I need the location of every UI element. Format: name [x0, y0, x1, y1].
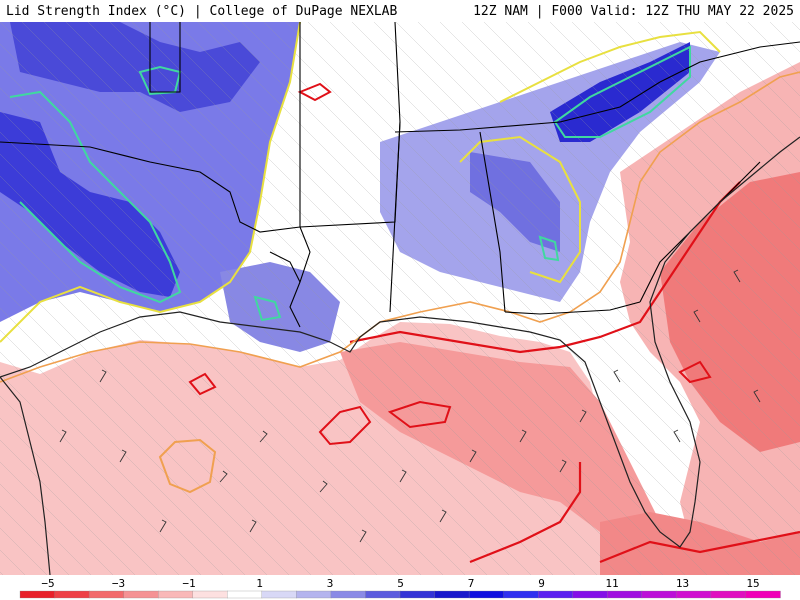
- scale-swatch: [538, 590, 574, 599]
- scale-bar: [19, 590, 781, 599]
- scale-swatch: [676, 590, 712, 599]
- green-contour-oklahoma: [138, 65, 182, 96]
- scale-swatch: [745, 590, 781, 599]
- gulf-coastline: [0, 136, 800, 548]
- scale-swatch: [88, 590, 125, 599]
- green-contour-texas: [9, 90, 182, 304]
- scale-swatch: [434, 590, 470, 599]
- texas-coastline: [0, 376, 51, 575]
- scale-swatch: [641, 590, 678, 599]
- red-contour-blob2: [387, 400, 452, 429]
- scale-swatch: [123, 590, 159, 599]
- scale-tick-label: 13: [676, 577, 689, 590]
- scale-tick-labels: −5 −3 −1 1 3 5 7 9 11 13 15: [41, 577, 759, 590]
- red-contour-blob3: [188, 372, 217, 396]
- county-grid: [0, 22, 800, 575]
- scale-tick-label: −1: [182, 577, 195, 590]
- scale-swatch: [365, 590, 401, 599]
- yellow-contour-georgia: [499, 30, 721, 103]
- scale-swatch: [572, 590, 608, 599]
- state-boundaries: [0, 22, 800, 328]
- green-contour-louisiana: [253, 295, 282, 322]
- scale-swatch: [296, 590, 332, 599]
- scale-tick-label: 3: [327, 577, 334, 590]
- scale-tick-label: 9: [538, 577, 545, 590]
- wind-barbs: [59, 269, 761, 543]
- scale-swatch: [261, 590, 298, 599]
- scale-swatch: [503, 590, 539, 599]
- scale-swatch: [227, 590, 263, 599]
- scale-swatch: [158, 590, 194, 599]
- scale-tick-label: 5: [397, 577, 404, 590]
- red-contour-ne: [297, 82, 332, 102]
- scale-swatch: [192, 590, 228, 599]
- scale-tick-label: −3: [112, 577, 125, 590]
- orange-contour-blob: [158, 438, 217, 494]
- scale-tick-label: −5: [41, 577, 54, 590]
- scale-tick-label: 15: [746, 577, 759, 590]
- scale-swatch: [54, 590, 90, 599]
- scale-swatch: [19, 590, 56, 599]
- red-contour-gulf: [349, 181, 741, 354]
- scale-swatch: [330, 590, 367, 599]
- scale-tick-label: 7: [468, 577, 475, 590]
- run-info: 12Z NAM | F000 Valid: 12Z THU MAY 22 202…: [473, 4, 794, 19]
- red-contour-blob4: [678, 360, 712, 384]
- color-scale: −5 −3 −1 1 3 5 7 9 11 13 15: [0, 575, 800, 600]
- lid-strength-map: [0, 22, 800, 575]
- product-title: Lid Strength Index (°C) | College of DuP…: [6, 4, 398, 19]
- scale-tick-label: 1: [256, 577, 263, 590]
- scale-swatch: [607, 590, 643, 599]
- red-contour-blob1: [318, 405, 372, 446]
- green-contour-georgia: [553, 45, 691, 138]
- yellow-contour-texas: [0, 22, 301, 343]
- green-contour-alabama: [538, 235, 560, 262]
- title-bar: Lid Strength Index (°C) | College of DuP…: [0, 0, 800, 23]
- scale-tick-label: 11: [605, 577, 618, 590]
- scale-swatch: [468, 590, 505, 599]
- scale-swatch: [710, 590, 747, 599]
- yellow-contour-alabama: [459, 135, 581, 284]
- red-contour-se: [469, 462, 800, 564]
- scale-swatch: [399, 590, 436, 599]
